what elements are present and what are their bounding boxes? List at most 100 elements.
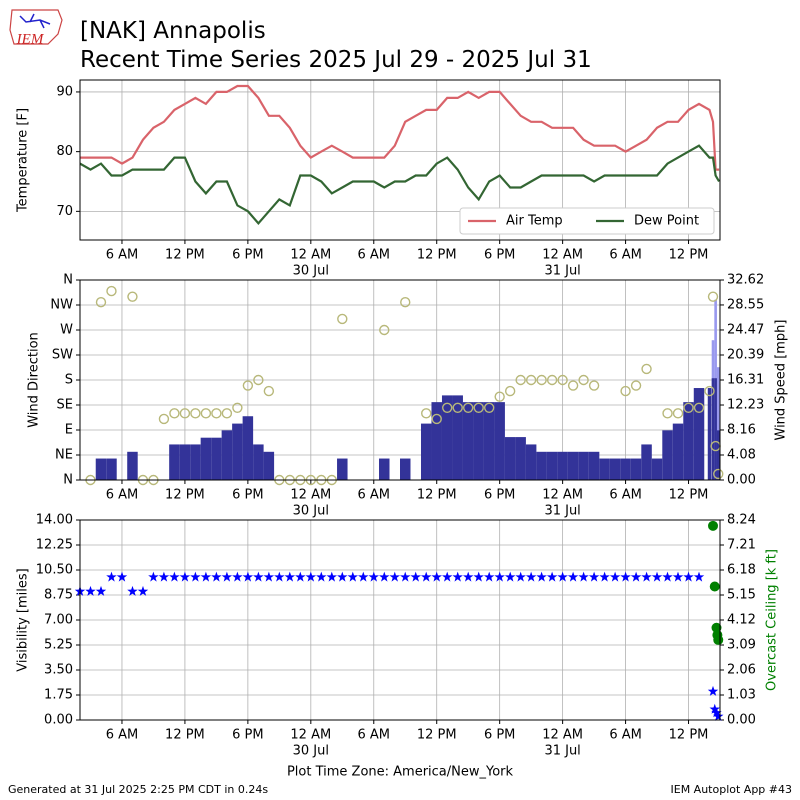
x-date-label: 31 Jul [544,264,580,279]
open-point [106,285,117,297]
bar [630,458,642,480]
star-point [358,571,369,582]
star-point [106,571,117,582]
open-point [567,380,579,391]
open-point [662,408,673,419]
open-point [462,402,474,413]
plot-frame [79,279,721,481]
star-point [662,571,673,582]
y-tick-label: 70 [56,204,73,219]
star-point [620,571,631,582]
y-tick-label: S [65,373,73,388]
bar [578,451,589,480]
star-point [546,571,558,582]
star-point [179,571,191,582]
bar [714,378,717,480]
y2-tick-label: 4.08 [727,447,756,462]
bar [716,430,720,480]
star-point [651,571,663,582]
bar [536,451,547,480]
x-tick-label: 12 PM [417,728,457,743]
star-point [442,571,453,582]
star-point [169,571,180,582]
star-point [693,571,705,582]
logo: IEM [9,9,63,47]
star-point [707,685,719,696]
y-tick-label: NE [55,448,73,463]
star-point [148,571,159,582]
y-axis-label: Temperature [F] [16,108,31,213]
y2-tick-label: 8.24 [727,513,756,528]
x-tick-label: 6 AM [106,248,139,263]
star-point [263,571,275,582]
bar [693,388,705,480]
x-tick-label: 12 AM [542,248,583,263]
legend: Air Temp Dew Point [459,207,715,235]
bar [263,451,275,480]
open-point [707,291,719,302]
open-point [379,324,390,336]
bar [483,402,495,480]
star-point [326,571,337,582]
x-date-label: 31 Jul [544,504,580,519]
star-point [253,571,264,582]
open-point [483,402,495,413]
star-point [557,571,568,582]
legend-box [459,207,715,235]
line [80,84,720,171]
point [708,520,719,531]
y2-tick-label: 0.00 [727,473,756,488]
x-tick-label: 12 PM [669,248,709,263]
star-point [242,571,254,582]
x-tick-label: 12 AM [542,728,583,743]
y-tick-label: N [63,273,73,288]
star-point [221,571,233,582]
x-tick-label: 12 AM [290,248,331,263]
y-tick-label: 7.00 [44,613,73,628]
x-tick-label: 12 PM [417,248,457,263]
x-tick-label: 6 AM [609,488,642,503]
open-point [158,413,170,425]
y2-tick-label: 3.09 [727,638,756,653]
open-point [232,402,243,413]
point [709,581,720,592]
open-point [242,380,254,391]
bar [683,402,694,480]
bar [672,423,684,480]
star-point [588,571,600,582]
line [80,144,720,225]
bar [588,451,600,480]
x-tick-label: 6 AM [609,248,642,263]
title: [NAK] Annapolis [80,18,266,44]
x-date-label: 30 Jul [293,744,329,759]
bar [473,402,484,480]
y2-tick-label: 8.16 [727,422,756,437]
star-point [158,571,170,582]
star-point [232,571,243,582]
star-point [368,571,379,582]
star-point [190,571,201,582]
open-point [253,374,264,386]
bar [127,451,138,480]
bar [169,444,180,480]
open-point [578,374,589,386]
star-point [274,571,285,582]
x-tick-label: 12 PM [165,488,205,503]
star-point [567,571,579,582]
bar [599,458,610,480]
bar [211,437,222,480]
star-point [713,710,724,721]
open-point [683,402,694,413]
open-point [546,374,558,386]
star-point [127,585,138,596]
bar [707,388,712,480]
bar [431,402,442,480]
y-tick-label: SE [57,398,73,413]
open-point [504,385,516,397]
star-point [379,571,390,582]
open-point [672,408,684,419]
y2-tick-label: 24.47 [727,322,764,337]
logo-text: IEM [16,31,45,47]
point [713,634,724,645]
x-tick-label: 6 PM [484,728,515,743]
